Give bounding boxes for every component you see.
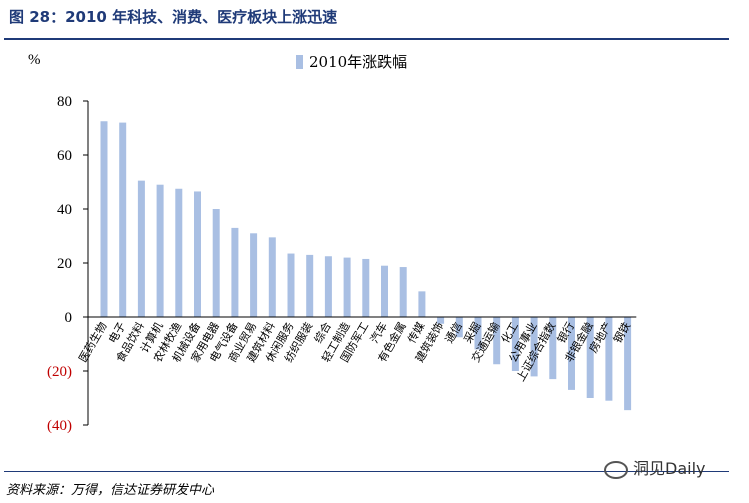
- y-axis-unit-label: %: [28, 52, 41, 68]
- bar: [586, 317, 594, 398]
- bar: [568, 317, 575, 390]
- y-tick-label: 80: [57, 94, 72, 110]
- y-tick-label: 40: [57, 202, 72, 218]
- bar: [474, 317, 482, 350]
- bar: [624, 317, 632, 411]
- legend-swatch: [296, 55, 303, 69]
- bar: [268, 237, 276, 317]
- bar: [549, 317, 557, 380]
- bar: [605, 317, 613, 401]
- y-tick-label: 0: [65, 310, 73, 326]
- figure-title: 图 28：2010 年科技、消费、医疗板块上涨迅速: [9, 8, 338, 26]
- bar: [324, 256, 332, 317]
- bar: [437, 317, 445, 324]
- bar: [156, 184, 164, 317]
- bar: [381, 265, 388, 317]
- y-tick-label: (20): [47, 364, 72, 380]
- bar: [194, 191, 201, 317]
- bar: [306, 254, 314, 317]
- bar: [231, 227, 239, 317]
- watermark-text: 洞见Daily: [633, 459, 706, 478]
- legend-label: 2010年涨跌幅: [309, 53, 407, 71]
- bar: [493, 317, 501, 365]
- bar: [399, 267, 407, 317]
- bar: [119, 122, 127, 317]
- wechat-icon: [604, 460, 628, 479]
- bar: [212, 209, 220, 317]
- bar: [343, 257, 351, 317]
- top-rule: [4, 38, 729, 40]
- bar: [362, 258, 370, 317]
- bar: [530, 317, 538, 377]
- bar: [418, 291, 426, 317]
- y-tick-label: 20: [57, 256, 72, 272]
- bar: [287, 253, 295, 317]
- bar: [175, 188, 183, 317]
- category-label: 医药生物: [75, 320, 109, 365]
- bar: [511, 317, 519, 371]
- bar: [137, 180, 145, 317]
- y-tick-label: 60: [57, 148, 72, 164]
- y-tick-label: (40): [47, 418, 72, 434]
- bar: [455, 317, 463, 338]
- watermark: 洞见Daily: [604, 455, 706, 479]
- source-note: 资料来源：万得，信达证券研发中心: [6, 483, 215, 498]
- bar: [250, 233, 258, 317]
- bottom-rule: [4, 471, 729, 472]
- bar: [100, 121, 108, 317]
